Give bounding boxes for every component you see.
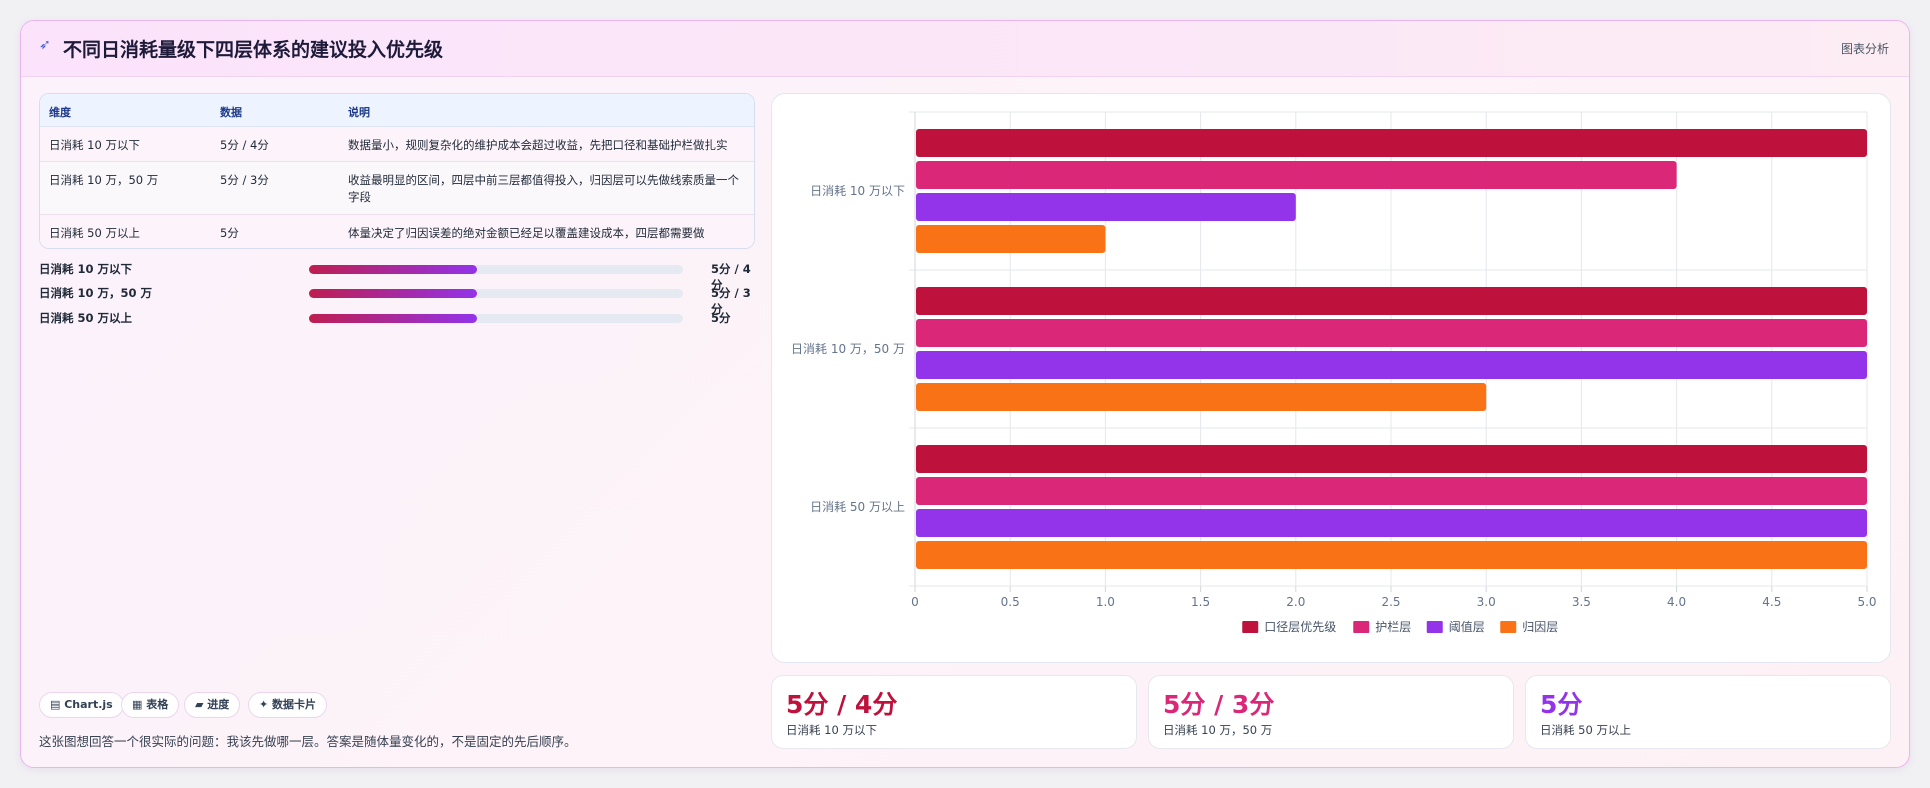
table-cell: 体量决定了归因误差的绝对金额已经足以覆盖建设成本，四层都需要做 [348,226,705,240]
stat-value: 5分 [1540,690,1583,719]
progress-track [309,289,683,298]
table-cell: 日消耗 50 万以上 [49,226,140,240]
bar [916,193,1296,221]
stat-label: 日消耗 10 万，50 万 [1163,723,1273,737]
table-cell: 数据量小，规则复杂化的维护成本会超过收益，先把口径和基础护栏做扎实 [348,138,728,152]
table-cell: 日消耗 10 万以下 [49,138,140,152]
table-header: 维度 数据 说明 [40,94,754,127]
x-tick-label: 2.5 [1381,595,1400,609]
footnote: 这张图想回答一个很实际的问题：我该先做哪一层。答案是随体量变化的，不是固定的先后… [39,734,577,749]
chart-analysis-label: 图表分析 [1840,42,1889,56]
column-header: 数据 [220,106,242,119]
bar [916,225,1106,253]
table-row: 日消耗 10 万，50 万 5分 / 3分 收益最明显的区间，四层中前三层都值得… [40,162,754,215]
progress-label: 日消耗 10 万以下 [39,262,133,276]
card-header: ➶ 不同日消耗量级下四层体系的建议投入优先级 图表分析 [21,21,1909,77]
progress-row: 日消耗 50 万以上 5分 [39,310,755,326]
progress-row: 日消耗 10 万以下 5分 / 4分 [39,261,755,292]
table-cell: 日消耗 10 万，50 万 [49,173,159,187]
stat-card: 5分 日消耗 50 万以上 [1525,675,1891,749]
column-header: 说明 [348,106,370,119]
bar [916,477,1867,505]
x-tick-label: 2.0 [1286,595,1305,609]
stat-card: 5分 / 4分 日消耗 10 万以下 [771,675,1137,749]
x-tick-label: 1.0 [1096,595,1115,609]
progress-value: 5分 [711,311,731,325]
chip-chartjs[interactable]: ▤ Chart.js [39,692,124,718]
x-tick-label: 3.0 [1477,595,1496,609]
bar [916,541,1867,569]
x-tick-label: 5.0 [1857,595,1876,609]
sparkle-arrow-icon: ➶ [39,37,51,53]
legend-swatch [1353,621,1370,633]
progress-fill [309,314,478,323]
x-tick-label: 4.5 [1762,595,1781,609]
y-tick-label: 日消耗 10 万以下 [810,184,905,198]
bar-chart-panel: 0 0.5 1.0 1.5 2.0 2.5 3.0 3.5 4.0 4.5 5.0 日消耗 10 万以… [771,93,1891,663]
progress-label: 日消耗 50 万以上 [39,311,133,325]
x-tick-label: 0 [911,595,919,609]
stat-card: 5分 / 3分 日消耗 10 万，50 万 [1148,675,1514,749]
legend-label: 归因层 [1522,620,1558,634]
bar-chart: 0 0.5 1.0 1.5 2.0 2.5 3.0 3.5 4.0 4.5 5.0 日消耗 10 万以… [791,111,1877,634]
table-cell: 5分 [220,226,239,240]
stat-label: 日消耗 10 万以下 [786,723,877,737]
bar [916,445,1867,473]
y-tick-label: 日消耗 50 万以上 [810,500,905,514]
legend-swatch [1500,621,1517,633]
table-row: 日消耗 50 万以上 5分 体量决定了归因误差的绝对金额已经足以覆盖建设成本，四… [40,215,754,248]
legend-label: 护栏层 [1375,619,1411,634]
data-table: 维度 数据 说明 日消耗 10 万以下 5分 / 4分 数据量小，规则复杂化的维… [39,93,755,249]
bar [916,383,1487,411]
progress-track [309,314,683,323]
page-title: 不同日消耗量级下四层体系的建议投入优先级 [63,39,444,61]
bar [916,351,1867,379]
table-row: 日消耗 10 万以下 5分 / 4分 数据量小，规则复杂化的维护成本会超过收益，… [40,127,754,162]
x-tick-label: 0.5 [1001,595,1020,609]
x-tick-label: 3.5 [1572,595,1591,609]
y-tick-label: 日消耗 10 万，50 万 [791,342,905,356]
legend-swatch [1426,621,1443,633]
x-tick-label: 4.0 [1667,595,1686,609]
chip-progress[interactable]: ▰ 进度 [184,692,241,718]
stat-value: 5分 / 3分 [1163,690,1275,719]
progress-track [309,265,683,274]
legend-label: 阈值层 [1449,619,1485,634]
stat-value: 5分 / 4分 [786,690,898,719]
progress-value: 5分 / 3分 [711,286,751,316]
column-header: 维度 [49,106,71,119]
table-cell: 收益最明显的区间，四层中前三层都值得投入，归因层可以先做线索质量一个字段 [348,173,739,204]
bar [916,161,1677,189]
progress-fill [309,289,478,298]
bar [916,509,1867,537]
legend-label: 口径层优先级 [1264,620,1336,634]
stat-label: 日消耗 50 万以上 [1540,723,1631,737]
progress-fill [309,265,478,274]
bar [916,129,1867,157]
progress-row: 日消耗 10 万，50 万 5分 / 3分 [39,285,755,316]
chip-table[interactable]: ▦ 表格 [121,692,180,718]
chart-analysis-card: ➶ 不同日消耗量级下四层体系的建议投入优先级 图表分析 维度 数据 说明 日消耗… [20,20,1910,768]
progress-label: 日消耗 10 万，50 万 [39,286,153,300]
x-tick-label: 1.5 [1191,595,1210,609]
legend-swatch [1242,621,1259,633]
progress-value: 5分 / 4分 [711,262,751,292]
table-cell: 5分 / 3分 [220,173,269,187]
bar [916,287,1867,315]
chip-data-card[interactable]: ✦ 数据卡片 [248,692,328,718]
table-cell: 5分 / 4分 [220,138,269,152]
bar [916,319,1867,347]
